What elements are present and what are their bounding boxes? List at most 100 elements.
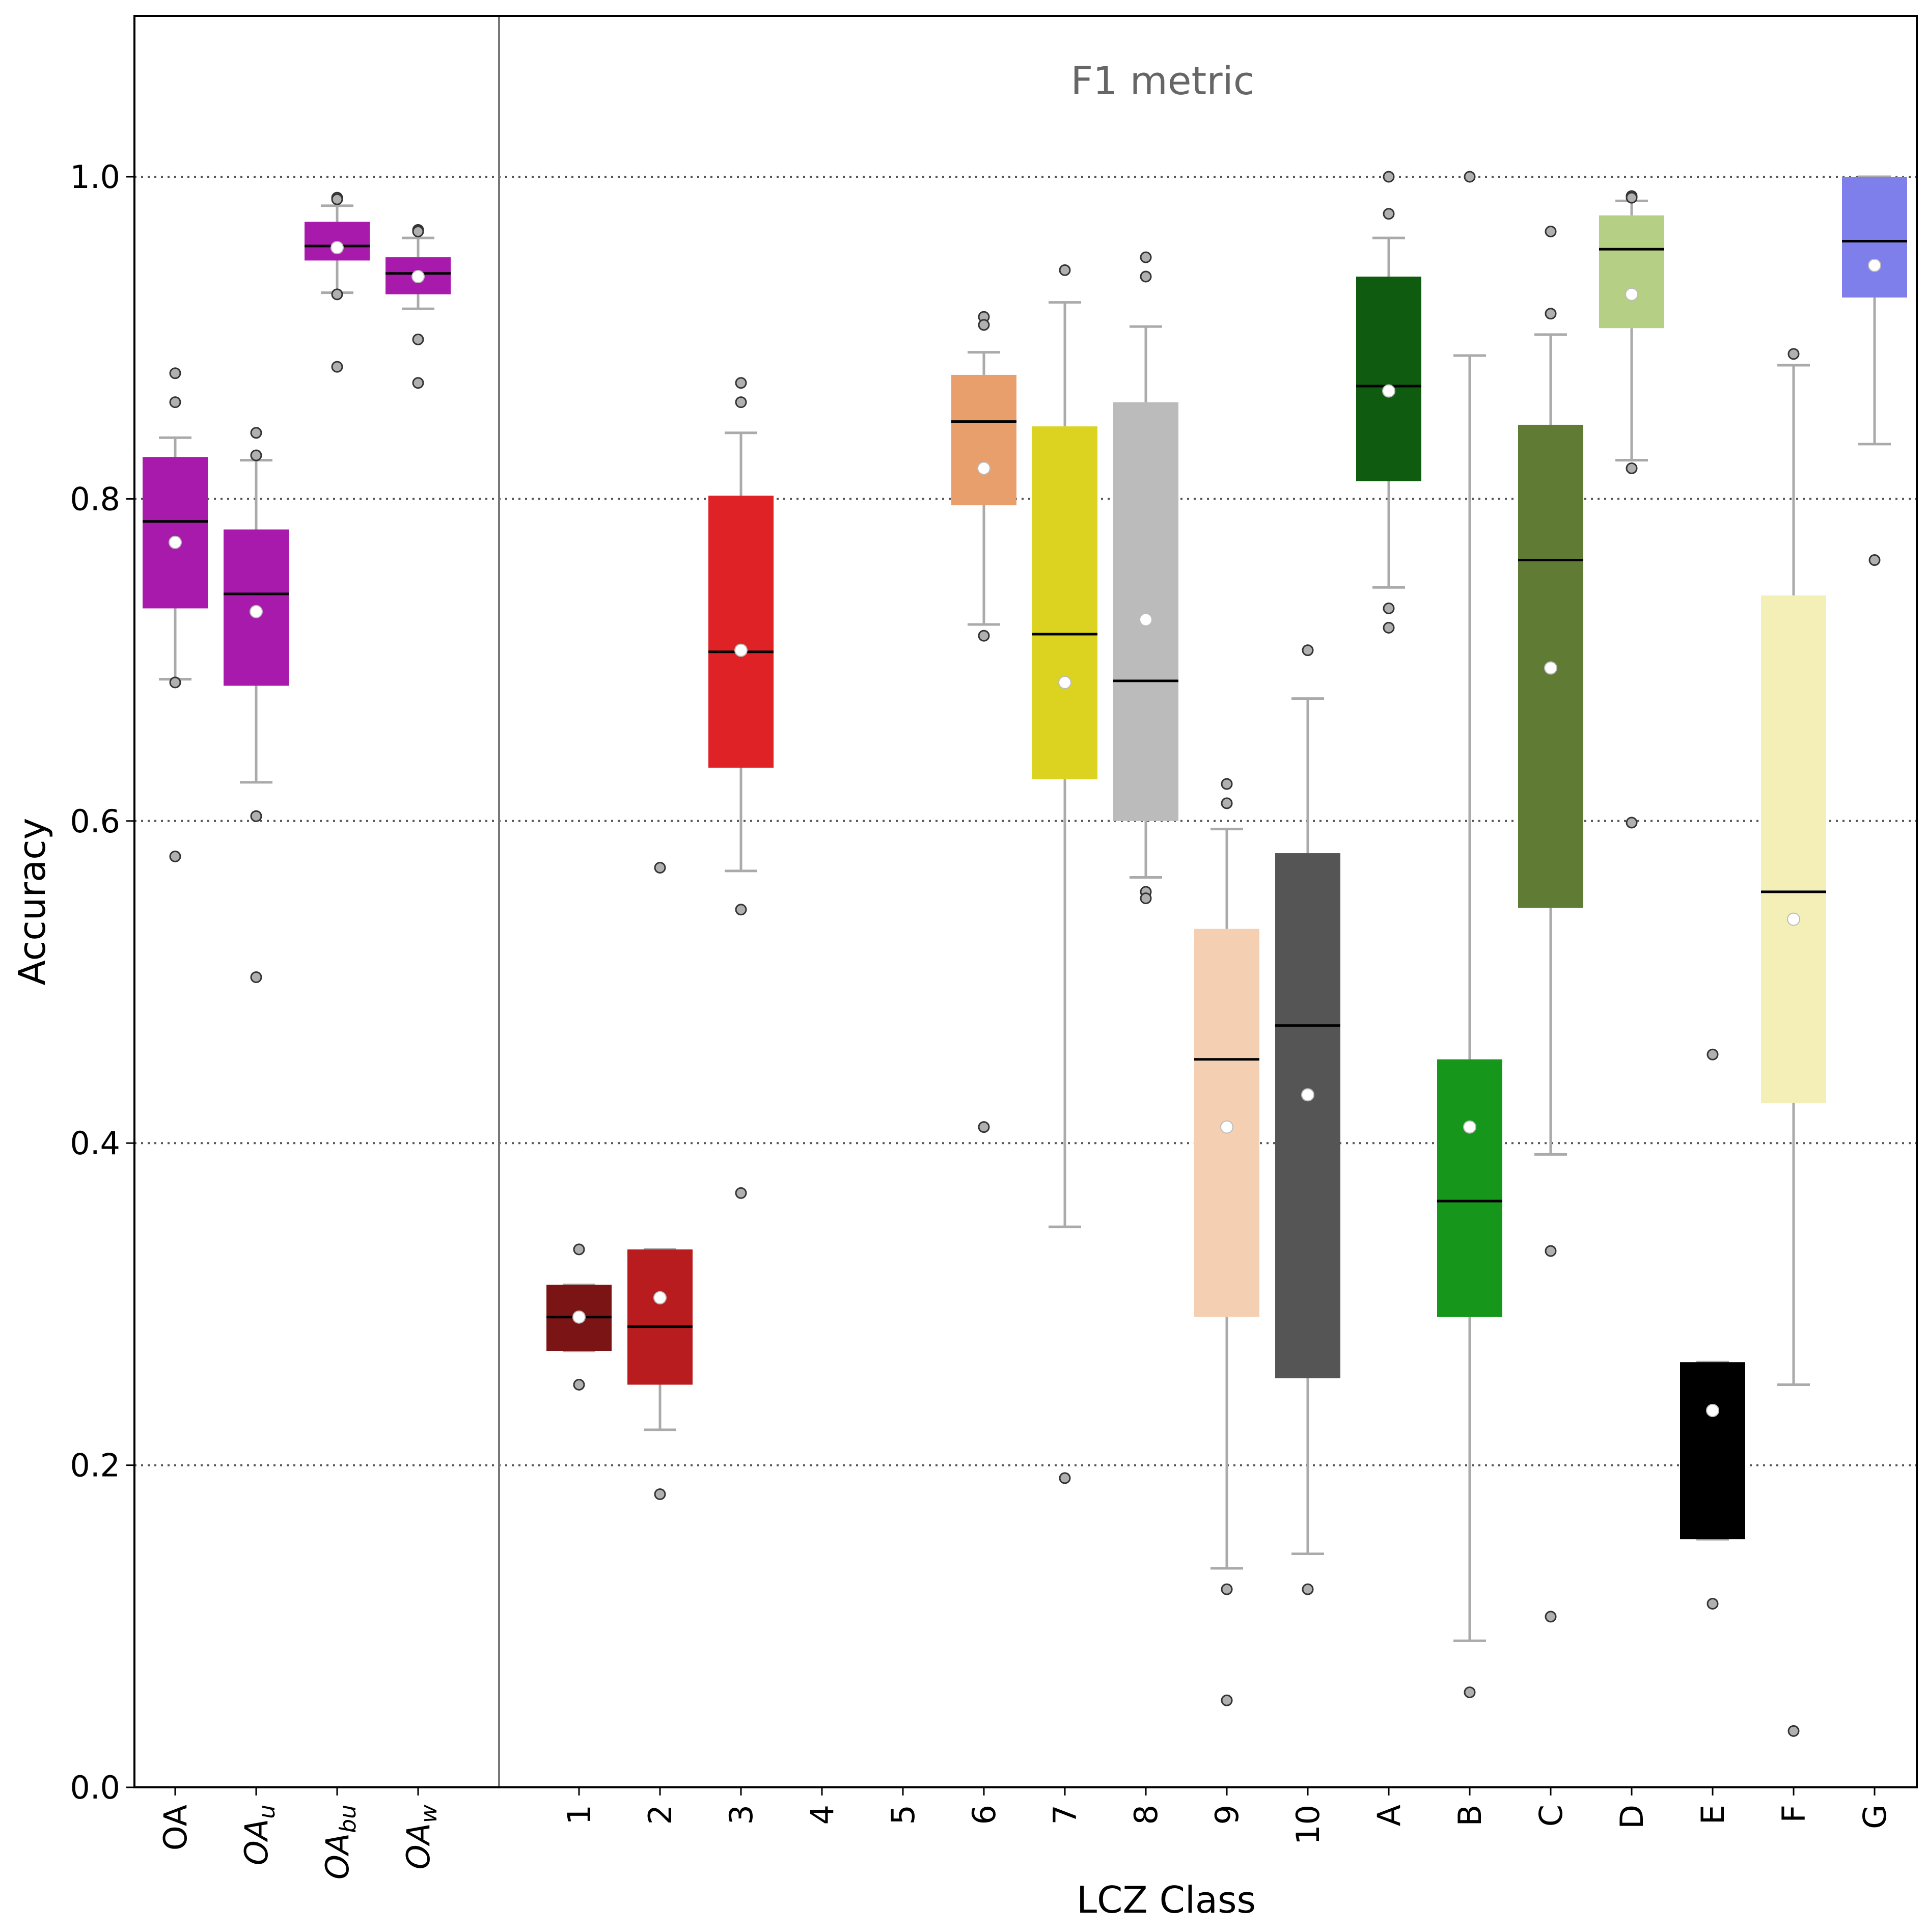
outlier-point xyxy=(1140,892,1152,905)
outlier-point xyxy=(1221,778,1233,790)
box-3 xyxy=(708,377,774,1199)
outlier-point xyxy=(250,449,262,461)
mean-marker xyxy=(331,241,344,255)
x-tick-label: 6 xyxy=(966,1805,1003,1825)
box-1 xyxy=(546,1243,612,1391)
box-iqr xyxy=(951,374,1016,506)
x-tick-label: C xyxy=(1532,1805,1570,1827)
outlier-point xyxy=(654,1488,666,1501)
x-tick-label: F xyxy=(1775,1805,1812,1823)
mean-marker xyxy=(1868,258,1881,272)
box-iqr xyxy=(1437,1059,1502,1317)
x-tick-label: 2 xyxy=(642,1805,679,1825)
mean-marker xyxy=(1301,1088,1314,1102)
outlier-point xyxy=(1868,554,1881,566)
x-tick-label: OA xyxy=(157,1805,194,1851)
outlier-point xyxy=(1383,602,1395,614)
x-tick-label: 1 xyxy=(561,1805,598,1825)
x-tick-label: D xyxy=(1613,1805,1650,1829)
plot-frame xyxy=(133,15,1918,1788)
outlier-point xyxy=(1059,1472,1071,1484)
x-tick-label: 4 xyxy=(804,1805,841,1825)
box-8 xyxy=(1113,251,1178,905)
outlier-point xyxy=(1545,226,1557,238)
outlier-point xyxy=(250,810,262,822)
mean-marker xyxy=(1463,1120,1476,1134)
box-iqr xyxy=(1032,426,1097,779)
outlier-point xyxy=(1140,251,1152,263)
outlier-point xyxy=(331,193,343,205)
x-tick-label-main: OA xyxy=(319,1833,356,1880)
outlier-point xyxy=(978,630,990,642)
outlier-point xyxy=(735,1187,747,1199)
x-tick-label: 5 xyxy=(885,1805,922,1825)
x-tick-label: 8 xyxy=(1127,1805,1165,1825)
x-tick-label: A xyxy=(1370,1805,1408,1826)
outlier-point xyxy=(412,377,424,389)
outlier-point xyxy=(1626,192,1638,204)
outlier-point xyxy=(573,1243,585,1256)
y-tick-label: 0.4 xyxy=(70,1125,120,1162)
box-iqr xyxy=(708,496,774,768)
outlier-point xyxy=(250,427,262,439)
outlier-point xyxy=(1707,1048,1719,1060)
outlier-point xyxy=(1545,1611,1557,1623)
box-A xyxy=(1356,171,1421,634)
x-tick-label: OAbu xyxy=(319,1805,361,1880)
x-tick-label: 10 xyxy=(1289,1805,1327,1845)
y-tick-label: 0.0 xyxy=(70,1769,120,1806)
outlier-point xyxy=(654,861,666,874)
mean-marker xyxy=(169,535,182,549)
outlier-point xyxy=(169,850,181,862)
box-iqr xyxy=(1275,853,1340,1378)
mean-marker xyxy=(1058,675,1071,689)
mean-marker xyxy=(250,605,263,618)
outlier-point xyxy=(1626,817,1638,829)
box-B xyxy=(1437,171,1502,1698)
x-tick-label: 3 xyxy=(723,1805,760,1825)
outlier-point xyxy=(1221,1583,1233,1595)
box-D xyxy=(1599,190,1664,829)
x-tick-label: G xyxy=(1856,1805,1893,1829)
x-tick-label: 9 xyxy=(1208,1805,1246,1825)
box-iqr xyxy=(143,457,208,609)
box-2 xyxy=(627,861,693,1501)
mean-marker xyxy=(1382,384,1395,398)
x-tick-label-main: OA xyxy=(238,1819,275,1865)
outlier-point xyxy=(1707,1598,1719,1610)
y-axis-title: Accuracy xyxy=(11,818,53,986)
outlier-point xyxy=(1059,264,1071,276)
box-OA-w xyxy=(386,224,451,389)
outlier-point xyxy=(1545,308,1557,320)
outlier-point xyxy=(1302,1583,1314,1595)
box-series xyxy=(143,171,1907,1737)
x-tick-label: OAu xyxy=(238,1805,280,1865)
y-tick-label: 0.6 xyxy=(70,803,120,840)
box-9 xyxy=(1194,778,1259,1706)
outlier-point xyxy=(1302,644,1314,657)
outlier-point xyxy=(1787,348,1800,360)
mean-marker xyxy=(411,270,425,284)
box-OA-u xyxy=(224,427,289,984)
box-iqr xyxy=(627,1249,693,1385)
box-iqr xyxy=(1842,177,1907,298)
outlier-point xyxy=(735,377,747,389)
outlier-point xyxy=(978,319,990,331)
y-axis: 0.0 0.2 0.4 0.6 0.8 1.0 xyxy=(70,158,134,1806)
box-6 xyxy=(951,311,1016,1133)
outlier-point xyxy=(169,396,181,409)
box-iqr xyxy=(1680,1362,1745,1540)
mean-marker xyxy=(1544,661,1557,675)
outlier-point xyxy=(1464,1686,1476,1698)
outlier-point xyxy=(1221,1694,1233,1706)
outlier-point xyxy=(412,226,424,238)
x-tick-label: B xyxy=(1451,1805,1489,1827)
y-tick-label: 0.8 xyxy=(70,480,120,518)
x-axis-title: LCZ Class xyxy=(1077,1879,1256,1921)
box-F xyxy=(1761,348,1826,1737)
chart-title: F1 metric xyxy=(1071,58,1255,103)
outlier-point xyxy=(412,333,424,345)
outlier-point xyxy=(1221,797,1233,809)
